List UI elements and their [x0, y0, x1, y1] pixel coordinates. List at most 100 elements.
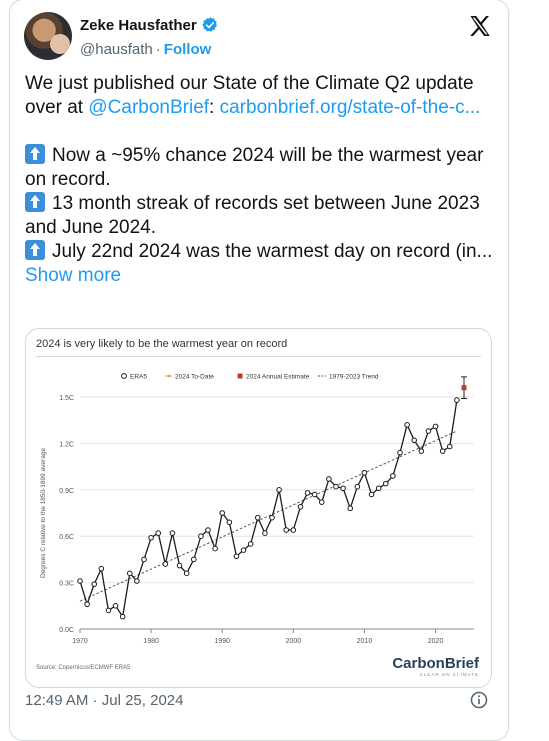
y-tick-label: 1.2C: [59, 441, 74, 448]
era5-point: [347, 505, 354, 512]
show-more-link[interactable]: Show more: [25, 265, 122, 286]
era5-point: [84, 601, 90, 608]
era5-point: [119, 613, 126, 620]
era5-point: [254, 514, 261, 521]
legend-marker-era5: [121, 373, 127, 379]
era5-point: [233, 553, 240, 560]
legend-label-trend: 1979-2023 Trend: [329, 374, 379, 381]
era5-point: [326, 476, 332, 482]
era5-point: [247, 541, 254, 547]
era5-point: [454, 397, 460, 403]
arrow-up-icon: [25, 144, 45, 164]
y-tick-label: 0.3C: [59, 581, 74, 588]
y-tick-label: 0.6C: [59, 534, 74, 541]
tweet-intro-text: We just published our State of the Clima…: [25, 73, 474, 118]
author-avatar[interactable]: [24, 12, 72, 60]
legend-marker-estimate: [237, 373, 243, 379]
tweet-text: We just published our State of the Clima…: [25, 72, 495, 288]
era5-point: [148, 534, 154, 541]
era5-point: [297, 504, 304, 510]
era5-point: [162, 561, 169, 567]
avatar-detail: [50, 34, 70, 54]
tweet-intro: We just published our State of the Clima…: [25, 72, 495, 120]
legend-dot-to-date: [167, 374, 171, 378]
chart-svg: 0.0C 0.3C 0.6C 0.9C 1.2C 1.5C 1970 1980 1990 2000…: [36, 373, 480, 677]
post-date[interactable]: Jul 25, 2024: [101, 692, 184, 709]
tweet-media-chart[interactable]: 2024 is very likely to be the warmest ye…: [25, 328, 492, 688]
follow-button[interactable]: Follow: [163, 41, 212, 58]
bullet-2-text: 13 month streak of records set between J…: [25, 193, 480, 238]
era5-point: [340, 485, 346, 492]
x-logo-icon[interactable]: [468, 14, 492, 38]
era5-point: [390, 473, 396, 479]
x-tick-label: 2020: [428, 638, 444, 645]
x-tick-label: 1970: [72, 638, 88, 645]
post-time[interactable]: 12:49 AM: [25, 692, 89, 709]
bullet-1: Now a ~95% chance 2024 will be the warme…: [25, 144, 495, 192]
era5-point: [269, 514, 275, 521]
era5-point: [432, 423, 439, 430]
era5-point: [169, 530, 176, 536]
legend-label-to-date: 2024 To-Date: [175, 374, 214, 381]
era5-point: [439, 448, 446, 454]
bullet-3-text: July 22nd 2024 was the warmest day on re…: [52, 241, 493, 262]
legend-label-era5: ERA5: [130, 374, 147, 381]
era5-point: [183, 570, 190, 577]
era5-line: [79, 399, 458, 619]
legend-label-estimate: 2024 Annual Estimate: [246, 374, 310, 381]
era5-point: [205, 527, 211, 533]
author-name[interactable]: Zeke Hausfather: [80, 16, 197, 34]
article-link[interactable]: carbonbrief.org/state-of-the-c...: [219, 97, 481, 118]
arrow-up-icon: [25, 240, 45, 260]
era5-point: [98, 565, 105, 572]
chart-title-divider: [36, 356, 481, 357]
estimate-point: [461, 385, 467, 391]
carbonbrief-logo: CarbonBrief: [392, 655, 480, 672]
era5-point: [105, 607, 112, 614]
author-name-row[interactable]: Zeke Hausfather: [80, 16, 219, 34]
era5-point: [397, 449, 403, 456]
era5-point: [276, 487, 282, 493]
era5-point: [283, 527, 290, 533]
era5-point: [382, 480, 389, 487]
era5-point: [333, 483, 339, 490]
chart-title: 2024 is very likely to be the warmest ye…: [36, 338, 288, 350]
era5-point: [311, 491, 318, 498]
era5-point: [354, 483, 361, 490]
era5-point: [361, 469, 368, 476]
era5-point: [375, 485, 382, 492]
y-tick-label: 1.5C: [59, 395, 74, 402]
era5-point: [446, 443, 453, 450]
y-axis-label: Degrees C relative to the 1850-1899 aver…: [40, 448, 47, 578]
era5-point: [368, 491, 375, 498]
arrow-up-icon: [25, 192, 45, 212]
era5-point: [77, 578, 83, 584]
handle-row: @hausfath · Follow: [80, 41, 211, 58]
bullet-2: 13 month streak of records set between J…: [25, 192, 495, 240]
y-tick-label: 0.0C: [59, 627, 74, 634]
era5-point: [411, 437, 418, 444]
era5-point: [418, 448, 425, 454]
bullet-1-text: Now a ~95% chance 2024 will be the warme…: [25, 145, 484, 190]
chart-source: Source: Copernicus/ECMWF ERA5: [36, 665, 131, 671]
author-handle[interactable]: @hausfath: [80, 41, 153, 58]
carbonbrief-tagline: CLEAR ON CLIMATE: [420, 672, 479, 677]
era5-point: [190, 556, 197, 563]
era5-point: [262, 530, 268, 536]
x-tick-label: 1980: [143, 638, 159, 645]
era5-point: [290, 527, 297, 533]
era5-point: [304, 490, 311, 496]
era5-point: [134, 578, 140, 584]
era5-point: [155, 530, 162, 536]
handle-separator: ·: [155, 41, 161, 58]
era5-point: [240, 547, 247, 553]
trend-line: [79, 430, 458, 602]
verified-badge-icon: [202, 17, 217, 32]
mention-link[interactable]: @CarbonBrief: [88, 97, 210, 118]
x-tick-label: 1990: [214, 638, 230, 645]
tweet-colon: :: [209, 97, 220, 118]
era5-point: [91, 581, 98, 587]
bullet-3: July 22nd 2024 was the warmest day on re…: [25, 240, 495, 288]
info-icon[interactable]: [469, 690, 489, 710]
era5-point: [198, 533, 204, 539]
